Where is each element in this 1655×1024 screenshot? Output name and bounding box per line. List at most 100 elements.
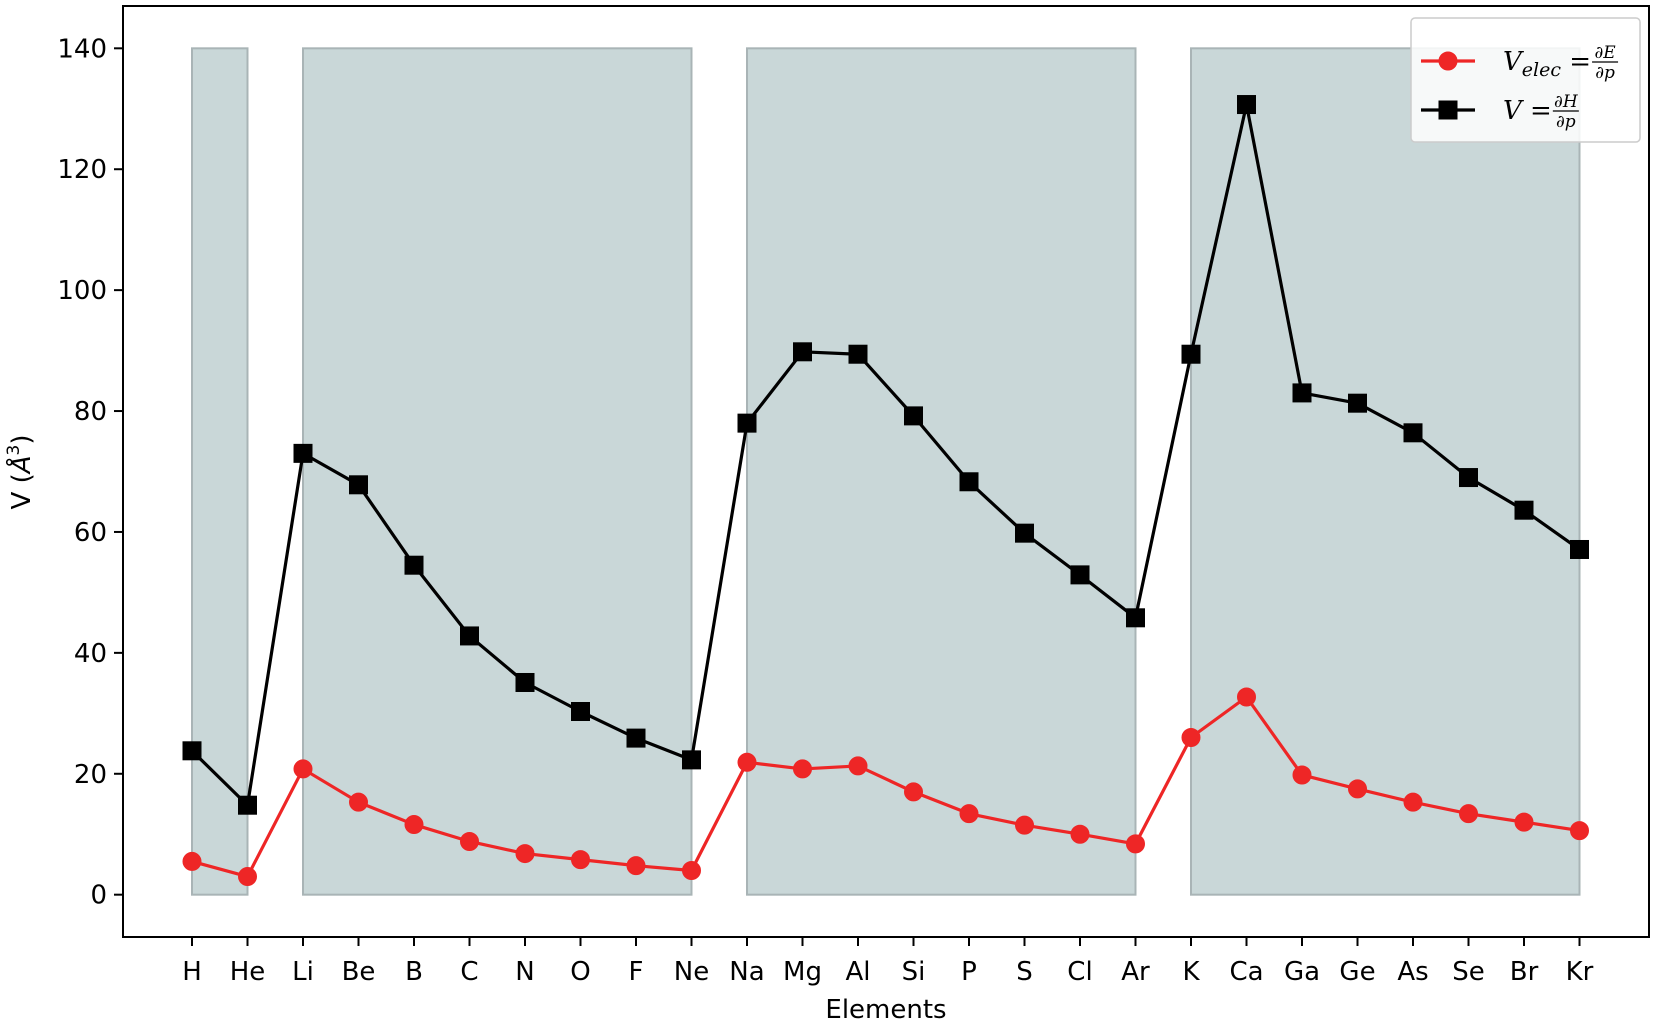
y-tick-label-140: 140 [57,34,107,64]
x-tick-label-O: O [570,957,590,987]
x-tick-label-B: B [405,957,423,987]
series-1-point-C [460,626,479,646]
series-0-point-Be [349,792,368,812]
series-0-point-K [1181,728,1201,747]
series-1-point-Cl [1070,565,1090,585]
y-tick-label-20: 20 [74,760,107,790]
x-tick-label-Mg: Mg [783,957,822,987]
series-1-point-Kr [1570,539,1589,559]
legend-frac-den-0: ∂p [1595,63,1615,83]
x-tick-label-Li: Li [292,957,314,987]
series-0-point-Ar [1126,834,1145,854]
x-axis-title: Elements [825,995,946,1024]
series-0-point-Ga [1292,765,1312,785]
series-1-point-P [959,472,979,492]
legend-frac-den-1: ∂p [1556,112,1576,132]
x-tick-label-Cl: Cl [1067,957,1092,987]
x-tick-label-Se: Se [1452,957,1485,987]
x-tick-label-Ca: Ca [1229,957,1263,987]
series-0-point-Mg [793,759,812,779]
series-0-point-S [1015,815,1034,835]
legend-label-0-sub: elec [1522,59,1562,81]
series-1-point-F [626,728,646,748]
series-0-point-Al [848,756,868,776]
legend: Velec = ∂E∂pV = ∂H∂p [1410,17,1641,143]
series-1-point-Ga [1292,383,1312,403]
series-0-point-Ge [1348,779,1367,799]
series-0-point-Kr [1570,821,1589,841]
y-tick-label-0: 0 [90,881,107,911]
series-1-point-Si [904,406,923,426]
series-0-point-Ca [1237,687,1256,707]
series-1-point-He [238,795,257,815]
series-1-point-B [404,555,424,575]
y-tick-label-40: 40 [74,639,107,669]
legend-label-1-main: V [1503,96,1524,126]
x-tick-label-F: F [629,957,644,987]
series-1-point-Br [1514,500,1534,520]
series-1-point-Be [349,475,368,495]
y-axis-title-prefix: V ( [7,473,37,509]
x-tick-label-Ne: Ne [674,957,709,987]
x-tick-label-Kr: Kr [1566,957,1594,987]
x-tick-label-K: K [1182,957,1200,987]
series-1-point-Na [737,413,757,433]
series-1-point-Ne [682,750,701,770]
series-1-point-As [1403,423,1423,443]
series-0-point-C [460,831,479,851]
legend-marker-0 [1438,51,1458,71]
legend-label-0: Velec = [1503,47,1591,81]
series-1-point-O [571,702,590,722]
y-tick-label-60: 60 [74,518,107,548]
series-0-point-O [571,850,590,870]
x-tick-label-Si: Si [902,957,926,987]
legend-label-0-main: V [1503,47,1524,77]
shaded-period-0 [191,47,249,896]
series-0-point-Na [737,752,757,772]
legend-frac-num-0: ∂E [1594,43,1616,63]
y-axis: 0 20 40 60 80 100 120 140 [57,34,123,911]
y-tick-label-100: 100 [57,276,107,306]
x-tick-label-He: He [230,957,266,987]
series-1-point-N [515,672,535,692]
shaded-period-1 [302,47,693,896]
series-1-point-Li [293,443,313,463]
legend-label-0-eq: = [1561,47,1591,77]
series-1-point-Se [1459,468,1478,488]
x-tick-label-As: As [1397,957,1428,987]
series-1-point-S [1015,523,1034,543]
series-0-point-Li [293,759,313,779]
series-1-point-Ca [1237,95,1256,115]
series-1-point-K [1181,344,1201,364]
x-tick-label-H: H [182,957,202,987]
legend-label-1: V = [1503,96,1552,126]
series-layer [182,95,1589,887]
x-axis: H He Li Be B C N O F Ne Na Mg Al Si P S Cl Ar K Ca Ga Ge As Se B… [182,937,1594,987]
y-tick-label-120: 120 [57,155,107,185]
x-tick-label-S: S [1016,957,1033,987]
x-tick-label-C: C [460,957,478,987]
series-0-point-He [238,867,257,887]
series-0-point-Cl [1070,824,1090,844]
series-1-point-Mg [793,342,812,362]
legend-label-1-eq: = [1522,96,1552,126]
series-1-point-Al [848,344,868,364]
shaded-period-3 [1190,47,1581,896]
series-0-point-As [1403,792,1423,812]
series-0-line [191,695,1580,879]
series-0-point-H [182,851,202,871]
legend-marker-1 [1438,100,1458,120]
y-axis-title-unit: Å [5,455,37,475]
series-0-point-Ne [682,861,701,880]
y-axis-title: V (Å3) [4,435,37,510]
series-0-point-P [959,804,979,824]
series-0-point-Br [1514,812,1534,832]
plot-frame [122,5,1650,938]
shaded-period-2 [746,47,1137,896]
series-1-point-Ar [1126,608,1145,628]
y-axis-title-suffix: ) [7,435,37,445]
shaded-period-regions [191,47,1581,896]
series-1 [182,95,1589,815]
x-tick-label-Al: Al [845,957,870,987]
